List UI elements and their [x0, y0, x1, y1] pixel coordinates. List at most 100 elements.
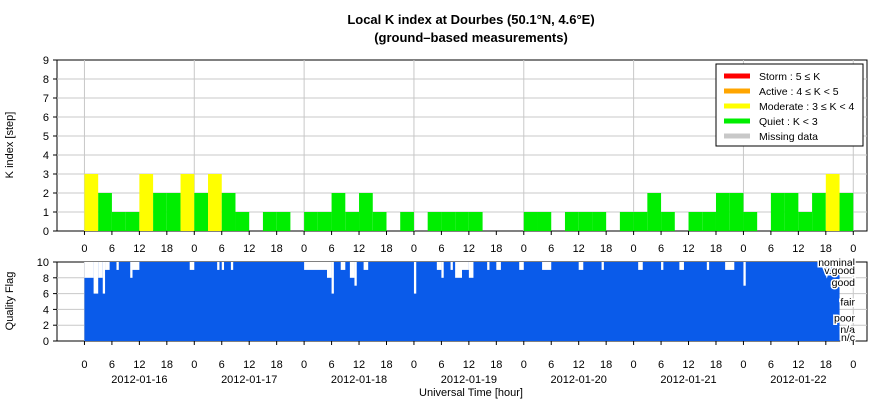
k-index-bar	[798, 212, 813, 231]
quality-x-tick-label: 18	[710, 359, 722, 371]
quality-dip	[230, 262, 234, 270]
k-index-x-tick-label: 18	[710, 243, 722, 255]
k-index-x-tick-label: 6	[548, 243, 554, 255]
quality-x-tick-label: 18	[820, 359, 832, 371]
k-index-x-tick-label: 0	[191, 243, 197, 255]
quality-y-axis-label: Quality Flag	[4, 272, 16, 331]
k-index-bar	[139, 174, 154, 231]
k-index-bar	[729, 193, 744, 231]
k-index-y-tick-label: 7	[43, 93, 49, 105]
quality-dip	[679, 262, 684, 270]
quality-dip	[217, 262, 220, 270]
k-index-x-tick-label: 12	[792, 243, 804, 255]
quality-date-label: 2012-01-18	[331, 374, 387, 386]
quality-x-tick-label: 6	[329, 359, 335, 371]
quality-dip	[130, 262, 133, 278]
quality-x-tick-label: 0	[740, 359, 746, 371]
k-index-bar	[125, 212, 140, 231]
quality-dip	[331, 262, 334, 294]
k-index-y-axis-label: K index [step]	[4, 112, 16, 179]
k-index-y-tick-label: 0	[43, 226, 49, 238]
k-index-y-tick-label: 8	[43, 74, 49, 86]
k-index-x-tick-label: 6	[219, 243, 225, 255]
quality-dip	[441, 262, 444, 278]
k-index-x-tick-label: 12	[353, 243, 365, 255]
k-index-bar	[400, 212, 414, 231]
quality-x-tick-label: 6	[768, 359, 774, 371]
quality-flag-label: v.good	[824, 265, 855, 277]
legend: Storm : 5 ≤ K Active : 4 ≤ K < 5 Moderate …	[715, 63, 864, 147]
quality-x-tick-label: 6	[548, 359, 554, 371]
k-index-x-tick-label: 12	[133, 243, 145, 255]
k-index-bar	[235, 212, 250, 231]
quality-x-tick-label: 12	[463, 359, 475, 371]
quality-x-tick-label: 12	[573, 359, 585, 371]
chart-subtitle: (ground–based measurements)	[374, 30, 568, 45]
quality-dip	[743, 262, 746, 286]
k-index-y-tick-label: 1	[43, 207, 49, 219]
k-index-x-tick-label: 0	[81, 243, 87, 255]
k-index-bar	[208, 174, 222, 231]
k-index-x-tick-label: 6	[438, 243, 444, 255]
k-index-x-tick-label: 18	[271, 243, 283, 255]
quality-dip	[436, 262, 442, 270]
k-index-x-tick-label: 0	[411, 243, 417, 255]
quality-dip	[578, 262, 584, 270]
quality-dip	[661, 262, 664, 270]
k-index-bar	[304, 212, 318, 231]
quality-dip	[496, 262, 501, 270]
k-index-bar	[743, 212, 758, 231]
quality-dip	[84, 262, 94, 278]
k-index-bar	[221, 193, 236, 231]
k-index-bar	[633, 212, 648, 231]
k-index-y-tick-label: 5	[43, 131, 49, 143]
k-index-bar	[194, 193, 209, 231]
legend-label-missing: Missing data	[759, 131, 818, 143]
chart-title: Local K index at Dourbes (50.1°N, 4.6°E)	[347, 12, 594, 27]
k-index-bar	[111, 212, 126, 231]
quality-dip	[363, 262, 369, 270]
quality-date-label: 2012-01-22	[770, 374, 826, 386]
quality-dip	[450, 262, 453, 270]
quality-dip	[98, 262, 103, 278]
k-index-x-tick-label: 18	[600, 243, 612, 255]
k-index-bar	[98, 193, 112, 231]
k-index-bar	[592, 212, 607, 231]
quality-dip	[102, 262, 106, 294]
quality-dip	[340, 262, 346, 270]
k-index-y-tick-label: 9	[43, 55, 49, 67]
k-index-bar	[839, 193, 854, 231]
quality-dip	[601, 262, 604, 270]
quality-dip	[519, 262, 524, 270]
quality-dip	[327, 262, 332, 278]
k-index-bar	[345, 212, 360, 231]
k-index-bar	[372, 212, 387, 231]
k-index-x-tick-label: 0	[850, 243, 856, 255]
quality-y-tick-label: 0	[43, 336, 49, 348]
k-index-y-axis: 0 1 2 3 4 5 6 7 8 9	[43, 55, 57, 238]
k-index-bar	[647, 193, 662, 231]
quality-x-tick-label: 0	[521, 359, 527, 371]
quality-x-tick-label: 12	[133, 359, 145, 371]
quality-x-tick-label: 18	[380, 359, 392, 371]
k-index-bar	[153, 193, 167, 231]
k-index-bar	[537, 212, 552, 231]
quality-dip	[834, 262, 840, 270]
quality-dip	[349, 262, 355, 278]
k-index-bar	[166, 193, 181, 231]
quality-dip	[105, 262, 110, 270]
k-index-x-tick-label: 12	[243, 243, 255, 255]
quality-x-tick-label: 0	[411, 359, 417, 371]
quality-x-tick-label: 6	[658, 359, 664, 371]
k-index-bar	[427, 212, 442, 231]
k-index-x-tick-label: 12	[573, 243, 585, 255]
legend-label-active: Active : 4 ≤ K < 5	[759, 86, 839, 98]
k-index-bar	[688, 212, 703, 231]
quality-flag-label: poor	[834, 312, 856, 324]
k-index-bar	[812, 193, 826, 231]
k-index-y-tick-label: 6	[43, 112, 49, 124]
quality-dip	[706, 262, 710, 270]
quality-x-tick-label: 6	[438, 359, 444, 371]
